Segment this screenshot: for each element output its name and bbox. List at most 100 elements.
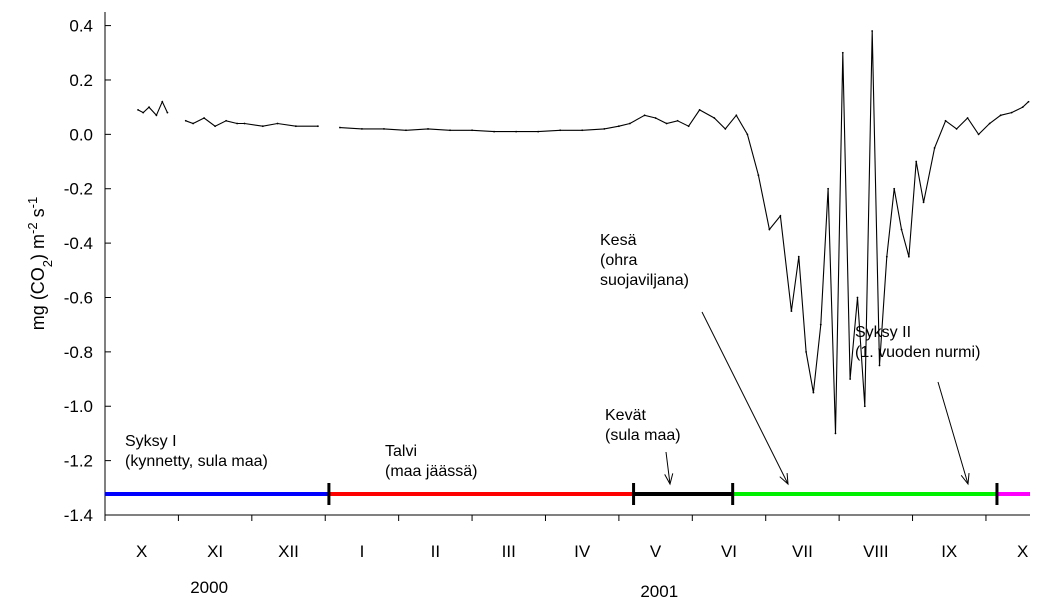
flux-data-point [805,350,807,353]
flux-data-point [1021,106,1024,109]
flux-data-point [687,125,690,128]
flux-data-point [155,114,158,117]
flux-data-point [915,160,918,163]
x-month-label: IX [941,542,957,561]
flux-data-point [713,117,716,119]
y-label-text: ) m [28,234,48,260]
x-month-label: XII [278,542,299,561]
flux-data-point [746,133,749,136]
flux-data-point [757,174,760,177]
flux-data-point [166,111,169,114]
annotation-text: (maa jäässä) [385,463,477,480]
flux-data-point [243,122,246,125]
x-month-label: II [431,542,440,561]
x-month-label: V [650,542,662,561]
arrow-syksy-ii [937,381,969,485]
flux-data-point [790,310,793,312]
flux-data-point [339,126,341,129]
flux-data-point [276,122,279,125]
annotation-text: Talvi [385,443,417,460]
arrow-kesa [701,311,789,485]
y-tick-label: -0.4 [64,234,93,253]
flux-data-point [819,323,822,326]
flux-data-point [643,114,646,117]
flux-data-point [893,187,896,190]
flux-data-point [841,51,844,54]
flux-data-point [849,378,852,380]
flux-data-point [955,128,958,130]
y-label-superscript: -2 [25,222,40,234]
flux-data-point [933,147,936,149]
flux-data-point [768,228,771,231]
data-layer [137,30,1030,435]
flux-data-point [184,119,187,122]
flux-data-point [261,125,264,128]
x-month-label: X [136,542,147,561]
x-month-label: I [360,542,365,561]
annotation-layer: Syksy I (kynnetty, sula maa) Talvi (maa jää… [125,232,980,486]
y-tick-label: -0.6 [64,288,93,307]
flux-data-point [1010,111,1013,114]
flux-data-point [977,133,980,136]
flux-data-point [654,117,657,119]
x-month-label: III [502,542,516,561]
flux-data-point [581,129,584,132]
annotation-text: Syksy II [855,324,911,341]
annotation-text: (sula maa) [605,427,681,444]
flux-data-point [1027,100,1030,103]
flux-data-point [871,30,874,32]
flux-data-point [192,122,194,125]
y-axis-label: mg (CO2) m-2 s-1 [25,197,55,330]
flux-data-point [944,119,947,122]
period-layer [105,483,1030,505]
x-month-label: VI [721,542,737,561]
x-month-label: IV [574,542,591,561]
flux-data-point [383,128,385,130]
flux-data-point [225,119,228,122]
axes: -1.4 -1.2 -1.0 -0.8 -0.6 -0.4 -0.2 0.0 0.2 0.4 [64,12,1030,525]
flux-data-point [537,130,540,133]
flux-data-point [629,122,631,125]
flux-data-point [863,405,866,408]
x-month-label: VII [792,542,813,561]
x-month-label: XI [207,542,223,561]
y-label-subscript: 2 [40,260,55,267]
flux-data-point [449,129,451,132]
x-month-label: X [1017,542,1028,561]
y-label-superscript: -1 [25,197,40,209]
x-month-label: VIII [863,542,889,561]
flux-data-point [907,255,910,258]
flux-data-point [779,215,782,217]
flux-data-point [137,108,139,111]
flux-data-point [405,129,407,132]
flux-data-point [922,201,925,204]
flux-data-point [988,122,991,125]
flux-data-point [142,111,145,114]
flux-data-point [471,129,473,132]
annotation-text: suojaviljana) [600,272,689,289]
flux-data-point [665,122,668,125]
flux-data-point [515,130,518,133]
x-year-label: 2000 [190,578,228,597]
flux-data-point [559,129,562,132]
annotation-text: Kevät [605,407,646,424]
y-label-text: mg (CO [28,267,48,330]
flux-data-point [834,432,837,435]
flux-data-point [676,119,679,122]
annotation-text: (1. vuoden nurmi) [855,344,980,361]
arrow-kesa-head [779,472,789,486]
flux-data-point [214,125,217,128]
annotation-text: Kesä [600,232,637,249]
y-tick-label: 0.2 [69,71,93,90]
flux-data-point [724,128,727,130]
flux-data-point [361,128,363,130]
flux-data-point [735,114,738,117]
arrow-kevat [665,451,671,485]
flux-data-point [236,122,239,125]
annotation-text: (kynnetty, sula maa) [125,453,268,470]
flux-data-point [427,128,429,130]
flux-data-point [900,228,903,231]
